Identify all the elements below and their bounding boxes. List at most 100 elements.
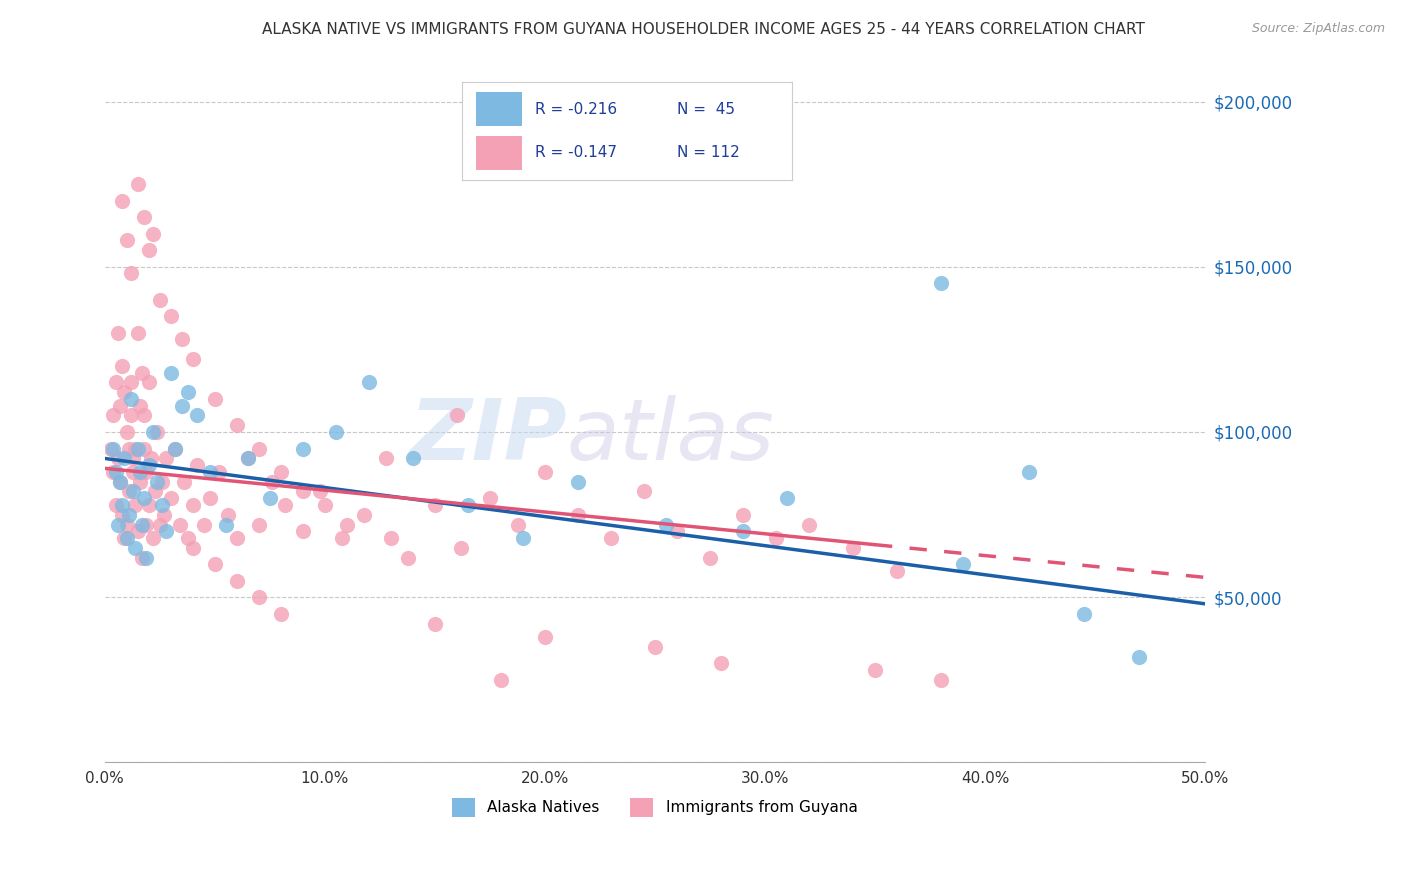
Text: ZIP: ZIP [409,395,567,478]
Point [120,409,142,423]
Point [120,376,142,390]
Point [107,451,129,466]
Point [208,465,231,479]
Point [111,359,134,373]
Point [108,475,131,489]
Point [159,310,181,324]
Point [260,475,283,489]
Point [149,517,172,532]
Point [131,366,153,380]
Point [1073,607,1095,621]
Point [489,673,512,687]
Point [122,465,145,479]
Point [797,517,820,532]
Point [225,418,247,433]
Point [118,508,141,522]
Point [153,508,176,522]
Point [107,517,129,532]
Point [138,376,160,390]
Point [134,442,156,456]
Point [446,409,468,423]
Point [115,233,138,247]
Point [138,498,160,512]
Point [169,517,191,532]
Point [135,550,157,565]
Point [149,293,172,307]
Point [186,409,208,423]
Point [204,392,226,406]
Point [375,451,398,466]
Point [842,541,865,555]
Point [170,399,193,413]
Point [104,498,127,512]
Text: atlas: atlas [567,395,775,478]
Point [131,550,153,565]
Point [138,244,160,258]
Point [181,498,204,512]
Point [508,517,530,532]
Point [217,508,239,522]
Point [291,442,314,456]
Point [396,550,419,565]
Point [150,475,173,489]
Point [215,517,238,532]
Point [181,541,204,555]
Point [159,366,181,380]
Point [886,564,908,578]
Point [274,498,297,512]
Point [181,352,204,367]
Point [165,442,187,456]
Point [193,517,215,532]
Point [929,277,952,291]
Point [146,475,169,489]
Point [111,498,134,512]
Point [127,326,149,340]
Point [146,425,169,439]
Point [423,616,446,631]
Point [115,425,138,439]
Point [111,194,134,208]
Point [270,465,292,479]
Point [478,491,501,505]
Point [177,385,200,400]
Point [765,531,787,545]
Point [655,517,678,532]
Point [599,531,621,545]
Point [150,498,173,512]
Point [115,517,138,532]
Point [236,451,259,466]
Point [225,531,247,545]
Point [450,541,472,555]
Point [107,326,129,340]
Point [103,442,125,456]
Point [291,484,314,499]
Point [165,442,187,456]
Point [173,475,195,489]
Point [247,442,270,456]
Point [104,376,127,390]
Point [1128,649,1150,664]
Point [142,531,165,545]
Point [131,517,153,532]
Point [135,517,157,532]
Point [142,425,165,439]
Point [457,498,479,512]
Point [200,465,222,479]
Point [108,475,131,489]
Point [127,524,149,538]
Point [336,517,359,532]
Point [122,451,145,466]
Point [309,484,332,499]
Point [128,475,150,489]
Point [134,491,156,505]
Point [128,399,150,413]
Point [423,498,446,512]
Point [124,498,146,512]
Point [380,531,402,545]
Point [291,524,314,538]
Point [155,524,177,538]
Point [114,531,136,545]
Point [155,451,177,466]
Point [118,442,141,456]
Point [325,425,347,439]
